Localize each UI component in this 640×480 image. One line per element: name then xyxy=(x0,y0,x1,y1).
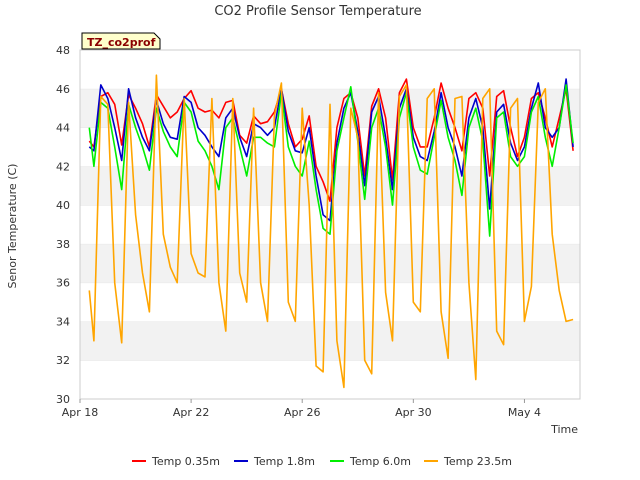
x-axis-ticks: Apr 18 Apr 22 Apr 26 Apr 30 May 4 xyxy=(62,399,541,419)
x-tick-label: May 4 xyxy=(508,406,541,419)
legend-item: Temp 0.35m xyxy=(132,455,220,468)
y-tick-label: 42 xyxy=(56,160,70,173)
chart-title: CO2 Profile Sensor Temperature xyxy=(214,4,421,19)
x-axis-label: Time xyxy=(550,423,578,436)
legend-label: Temp 0.35m xyxy=(151,455,220,468)
grid-band xyxy=(80,321,580,361)
station-tag-label: TZ_co2prof xyxy=(87,36,156,49)
y-tick-label: 38 xyxy=(56,238,70,251)
y-tick-label: 32 xyxy=(56,354,70,367)
x-tick-label: Apr 18 xyxy=(62,406,99,419)
y-tick-label: 40 xyxy=(56,199,70,212)
x-tick-label: Apr 26 xyxy=(284,406,321,419)
grid-band xyxy=(80,360,580,399)
y-tick-label: 34 xyxy=(56,315,70,328)
station-tag: TZ_co2prof xyxy=(81,32,161,50)
y-tick-label: 30 xyxy=(56,393,70,406)
x-tick-label: Apr 22 xyxy=(173,406,210,419)
y-tick-label: 46 xyxy=(56,83,70,96)
y-axis-ticks: 30 32 34 36 38 40 42 44 46 48 xyxy=(56,44,70,406)
grid-band xyxy=(80,243,580,283)
legend-item: Temp 1.8m xyxy=(234,455,315,468)
y-tick-label: 36 xyxy=(56,277,70,290)
y-tick-label: 44 xyxy=(56,122,70,135)
plot-area xyxy=(79,49,581,400)
legend-item: Temp 6.0m xyxy=(330,455,411,468)
x-tick-label: Apr 30 xyxy=(395,406,432,419)
series-line-4 xyxy=(88,74,574,389)
legend: Temp 0.35m Temp 1.8m Temp 6.0m Temp 23.5m xyxy=(132,455,512,468)
grid-band xyxy=(80,50,580,89)
legend-label: Temp 6.0m xyxy=(349,455,411,468)
series-lines xyxy=(88,74,574,389)
legend-label: Temp 1.8m xyxy=(253,455,315,468)
legend-item: Temp 23.5m xyxy=(424,455,512,468)
y-tick-label: 48 xyxy=(56,44,70,57)
y-axis-label: Senor Temperature (C) xyxy=(6,164,19,289)
legend-label: Temp 23.5m xyxy=(443,455,512,468)
